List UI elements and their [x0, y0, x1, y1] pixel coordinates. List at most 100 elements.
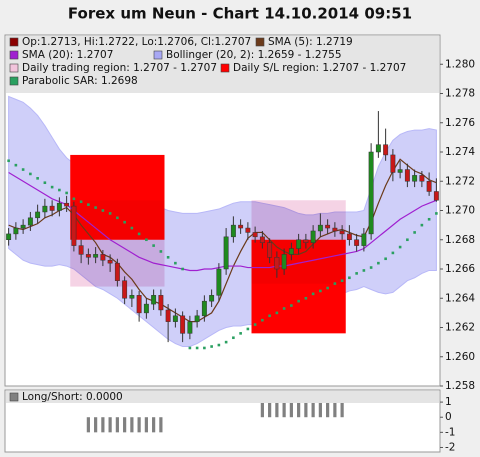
- bar: [326, 402, 330, 418]
- candle-body: [303, 239, 309, 243]
- sar-dot: [58, 188, 61, 192]
- candle-body: [187, 321, 193, 334]
- candle-body: [180, 315, 186, 334]
- legend-swatch: [255, 37, 265, 47]
- sar-dot: [50, 185, 54, 189]
- sar-dot: [232, 336, 235, 340]
- bar: [101, 417, 105, 433]
- legend-label: Long/Short: 0.0000: [22, 391, 123, 403]
- sar-dot: [210, 345, 213, 348]
- candle-body: [259, 236, 265, 243]
- candle-body: [238, 224, 244, 229]
- candle-body: [325, 224, 331, 229]
- y-tick-label: 1.280: [445, 58, 475, 70]
- sar-dot: [435, 212, 438, 215]
- bar: [340, 402, 344, 418]
- candle-body: [354, 239, 360, 246]
- bar: [137, 417, 141, 433]
- bar: [318, 402, 322, 418]
- legend-label: SMA (5): 1.2719: [268, 36, 353, 48]
- candle-body: [201, 300, 207, 317]
- sar-dot: [290, 304, 293, 307]
- sar-dot: [333, 282, 337, 285]
- legend-label: Parabolic SAR: 1.2698: [22, 75, 138, 87]
- legend-swatch: [9, 50, 19, 60]
- sar-dot: [384, 257, 387, 261]
- sar-dot: [101, 209, 105, 212]
- sar-dot: [36, 177, 39, 180]
- sar-dot: [377, 261, 380, 265]
- sar-dot: [7, 159, 10, 163]
- candle-body: [71, 205, 77, 246]
- bar: [115, 417, 119, 433]
- sar-dot: [268, 314, 271, 318]
- candle-body: [64, 202, 70, 207]
- candle-body: [390, 154, 396, 173]
- sar-dot: [340, 279, 344, 282]
- candle-body: [194, 315, 200, 322]
- sar-dot: [203, 346, 206, 350]
- legend-swatch: [153, 50, 163, 60]
- sar-dot: [79, 200, 83, 204]
- legend-label: SMA (20): 1.2707: [22, 49, 113, 61]
- y-tick-label: 1.274: [445, 146, 475, 158]
- sar-dot: [123, 220, 126, 224]
- bar: [275, 402, 279, 418]
- legend-label: Bollinger (20, 2): 1.2659 - 1.2755: [166, 49, 342, 61]
- candle-body: [339, 230, 345, 235]
- sar-dot: [65, 191, 68, 195]
- candle-body: [165, 309, 171, 322]
- legend-swatch: [9, 392, 19, 402]
- sar-dot: [413, 231, 416, 234]
- candle-body: [412, 175, 418, 182]
- candle-body: [143, 303, 149, 314]
- sar-dot: [224, 340, 228, 344]
- candle-body: [49, 205, 55, 211]
- bar: [297, 402, 301, 418]
- candle-body: [172, 315, 178, 322]
- legend-label: Daily trading region: 1.2707 - 1.2707: [22, 62, 217, 74]
- sar-dot: [217, 343, 221, 347]
- sar-dot: [406, 238, 409, 242]
- sar-dot: [253, 323, 257, 326]
- sar-dot: [166, 256, 170, 259]
- candle-body: [42, 205, 48, 213]
- y-tick-label: 1.268: [445, 234, 475, 246]
- sar-dot: [14, 163, 18, 167]
- candle-body: [404, 169, 410, 182]
- bar: [144, 417, 148, 433]
- candle-body: [13, 227, 19, 235]
- sar-dot: [348, 276, 351, 280]
- candle-body: [426, 181, 432, 192]
- sar-dot: [391, 251, 395, 255]
- candle-body: [397, 169, 403, 173]
- candle-body: [107, 259, 113, 264]
- candle-body: [129, 295, 135, 299]
- candle-body: [361, 233, 367, 246]
- candle-body: [136, 295, 142, 314]
- sar-dot: [152, 244, 155, 247]
- candle-body: [383, 144, 389, 156]
- sar-dot: [362, 269, 366, 272]
- candle-body: [114, 262, 120, 281]
- candle-body: [419, 175, 425, 182]
- candle-body: [433, 191, 439, 201]
- candle-body: [151, 295, 157, 305]
- bar: [311, 402, 315, 418]
- candle-body: [209, 295, 215, 302]
- sar-dot: [94, 206, 97, 209]
- bar: [282, 402, 286, 418]
- candle-body: [245, 227, 251, 233]
- legend-swatch: [9, 76, 19, 86]
- bar: [304, 402, 308, 418]
- sar-dot: [311, 292, 315, 296]
- legend-swatch: [9, 63, 19, 73]
- y-tick-label: 1: [445, 396, 452, 408]
- bar: [268, 402, 272, 418]
- sar-dot: [195, 346, 199, 350]
- y-tick-label: 0: [445, 411, 452, 423]
- legend-swatch: [9, 37, 19, 47]
- candle-body: [122, 280, 128, 299]
- bar: [152, 417, 156, 433]
